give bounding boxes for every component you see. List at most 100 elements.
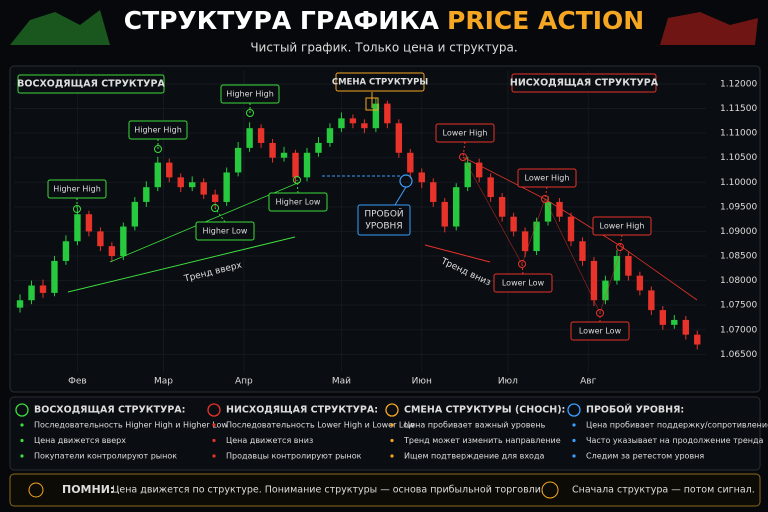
y-tick-label: 1.06500	[720, 350, 757, 360]
bulb-icon	[28, 482, 44, 498]
bullet	[20, 438, 24, 443]
label: Higher High	[53, 185, 101, 194]
candle-body	[395, 123, 403, 153]
subtitle: Чистый график. Только цена и структура.	[250, 41, 517, 55]
label: Higher Low	[276, 198, 321, 207]
label: Higher High	[226, 90, 274, 99]
candle-body	[200, 182, 207, 195]
y-tick-label: 1.08000	[720, 276, 757, 286]
x-tick-label: Май	[332, 377, 351, 387]
label: ВОСХОДЯЩАЯ СТРУКТУРА	[17, 79, 165, 90]
note-heading: НИСХОДЯЩАЯ СТРУКТУРА:	[226, 405, 378, 416]
bullet	[212, 423, 216, 427]
x-tick-label: Апр	[235, 377, 253, 387]
label-box	[592, 216, 652, 236]
candle-body	[280, 152, 288, 158]
candle-body	[326, 128, 334, 143]
candle-body	[177, 177, 184, 188]
y-tick-label: 1.10000	[720, 178, 757, 188]
note-icon	[385, 403, 399, 417]
label-box	[47, 179, 107, 199]
y-tick-label: 1.09500	[720, 202, 757, 212]
note-item: Покупатели контролируют рынок	[34, 452, 177, 461]
bullet	[212, 454, 216, 458]
candle-body	[384, 103, 391, 124]
candle-body	[62, 241, 70, 261]
candle-body	[372, 103, 380, 129]
candle-body	[579, 241, 586, 261]
label: УРОВНЯ	[365, 222, 402, 232]
label: Lower Low	[502, 279, 545, 288]
candle-body	[74, 214, 81, 242]
label: Higher Low	[203, 227, 248, 236]
candle-body	[430, 182, 437, 202]
note-item: Последовательность Higher High и Higher …	[34, 421, 228, 430]
title-highlight: PRICE ACTION	[447, 6, 644, 35]
bullet	[20, 423, 24, 427]
candle-body	[613, 256, 621, 281]
candle-body	[257, 128, 265, 143]
swing-point	[541, 195, 549, 203]
candle-body	[120, 226, 127, 257]
label: СМЕНА СТРУКТУРЫ	[332, 78, 429, 88]
label: Higher High	[134, 126, 182, 135]
bullet	[572, 423, 576, 427]
candle-body	[131, 201, 139, 227]
label: Lower Low	[579, 327, 622, 336]
label: ПРОБОЙ	[364, 208, 403, 220]
change-marker	[365, 97, 379, 111]
footer-label: ПОМНИ:	[62, 483, 114, 496]
y-tick-label: 1.10500	[720, 153, 757, 163]
candle-body	[143, 187, 150, 202]
trend-up-arrow	[67, 236, 296, 293]
candle-body	[544, 201, 552, 222]
x-tick-label: Фев	[68, 377, 87, 387]
label-box	[17, 74, 165, 94]
bullet	[20, 454, 24, 458]
label-box	[220, 84, 280, 104]
label-box	[357, 204, 411, 236]
label-box	[128, 120, 188, 140]
pointer	[462, 141, 466, 158]
candle-body	[349, 118, 357, 124]
candle-body	[694, 334, 701, 345]
y-tick-label: 1.11000	[720, 129, 757, 139]
candle-body	[407, 152, 414, 173]
bullet	[390, 438, 394, 443]
note-icon	[207, 403, 221, 417]
title-main: СТРУКТУРА ГРАФИКА	[124, 6, 440, 35]
candle-body	[602, 280, 609, 301]
candle-body	[154, 162, 161, 188]
pointer	[394, 186, 407, 206]
candle-body	[361, 123, 368, 129]
label: НИСХОДЯЩАЯ СТРУКТУРА	[510, 78, 659, 89]
note-heading: ПРОБОЙ УРОВНЯ:	[586, 404, 684, 416]
candle-body	[16, 300, 24, 308]
candle-body	[269, 142, 276, 158]
note-icon	[567, 403, 581, 417]
x-tick-label: Июн	[412, 377, 432, 387]
candle-body	[418, 172, 425, 183]
label-box	[435, 123, 495, 143]
bull-icon	[10, 10, 110, 45]
swing-point	[73, 205, 81, 213]
label: Lower High	[443, 129, 488, 138]
candle-body	[590, 260, 598, 301]
note-icon	[15, 403, 29, 417]
swing-point	[154, 145, 162, 153]
x-tick-label: Авг	[580, 377, 596, 387]
label-box	[335, 72, 425, 92]
candle-body	[498, 197, 506, 217]
swing-point	[616, 243, 624, 251]
candle-body	[108, 246, 116, 257]
candle-body	[28, 285, 35, 301]
candle-body	[234, 147, 242, 173]
note-item: Продавцы контролируют рынок	[226, 452, 362, 461]
note-item: Цена пробивает поддержку/сопротивление	[586, 421, 768, 430]
candle-body	[292, 152, 299, 178]
candle-body	[223, 172, 230, 202]
bullet	[572, 454, 576, 458]
bullet	[572, 438, 576, 443]
candle-body	[85, 214, 93, 232]
